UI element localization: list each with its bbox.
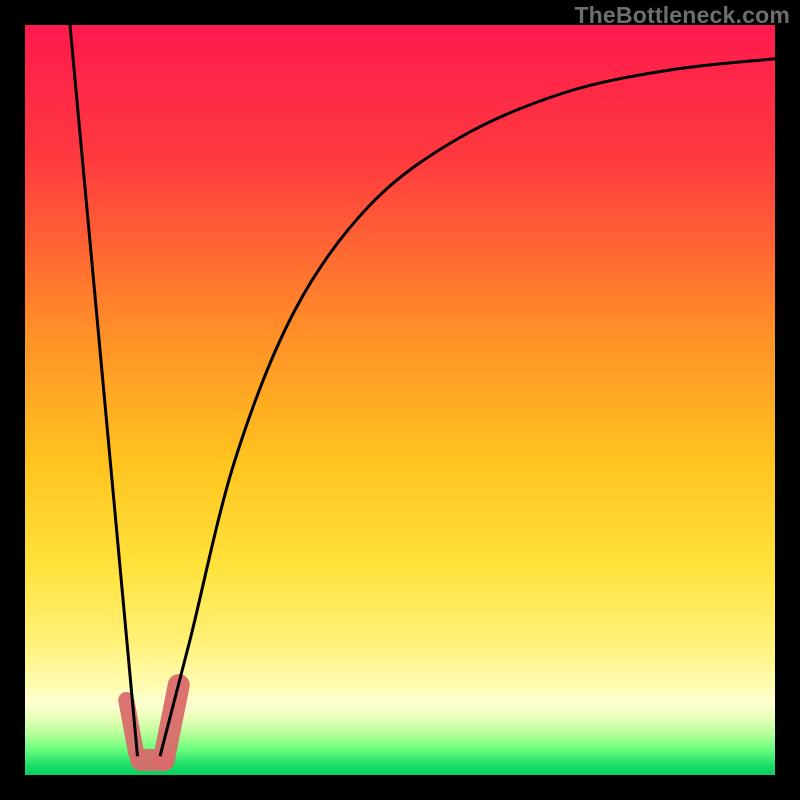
- plot-background: [25, 25, 775, 775]
- bottleneck-chart: [0, 0, 800, 800]
- watermark-text: TheBottleneck.com: [574, 2, 790, 29]
- chart-container: TheBottleneck.com: [0, 0, 800, 800]
